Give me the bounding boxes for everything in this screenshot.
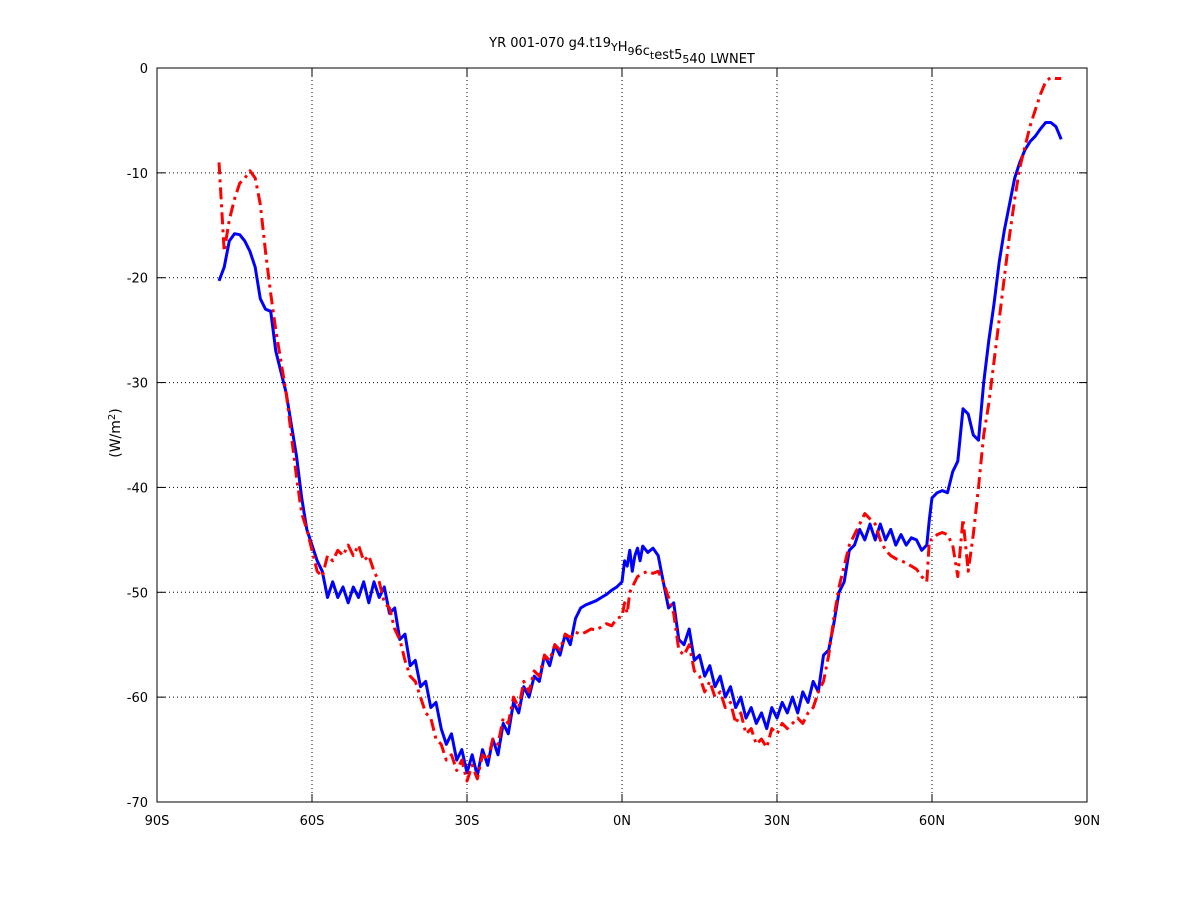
axes: 90S 60S 30S 0N 30N 60N 90N -70 -60 -50 -40 -30 -20 -1… (127, 62, 1100, 829)
x-tick-label: 90S (145, 814, 170, 829)
y-tick-label: -10 (127, 167, 148, 182)
series-group (217, 75, 1063, 783)
series-1-line (217, 121, 1063, 778)
y-tick-label: -40 (127, 481, 148, 496)
y-tick-label: -60 (127, 691, 148, 706)
x-tick-label: 0N (613, 814, 631, 829)
x-tick-label: 60N (919, 814, 945, 829)
chart-title-part: t (650, 49, 655, 62)
chart-title-part: 6c (635, 44, 650, 59)
y-tick-label: -20 (127, 272, 148, 287)
y-tick-label: 0 (140, 62, 148, 77)
x-tick-label: 60S (300, 814, 325, 829)
y-axis-label-main: (W/m (108, 420, 124, 458)
chart-title-part: H (618, 40, 628, 55)
x-tick-label: 90N (1074, 814, 1100, 829)
grid (157, 68, 1087, 802)
y-tick-label: -50 (127, 586, 148, 601)
x-tick-label: 30N (764, 814, 790, 829)
x-tick-label: 30S (455, 814, 480, 829)
chart-title: YR 001-070 g4.t19YH96ctest5540 LWNET (488, 36, 755, 67)
y-axis-label: (W/m2) (107, 408, 125, 458)
y-axis-label-sup: 2 (107, 414, 118, 420)
chart-title-part: 40 LWNET (689, 52, 755, 67)
y-tick-label: -30 (127, 377, 148, 392)
series-2-line (217, 75, 1062, 783)
chart-title-part: YR 001-070 g4.t19 (488, 36, 611, 51)
chart-title-part: est5 (654, 48, 682, 63)
chart-title-part: Y (610, 41, 618, 54)
chart-title-part: 5 (682, 53, 689, 66)
chart-title-part: 9 (628, 45, 635, 58)
y-axis-label-end: ) (108, 408, 124, 413)
y-tick-label: -70 (127, 796, 148, 811)
